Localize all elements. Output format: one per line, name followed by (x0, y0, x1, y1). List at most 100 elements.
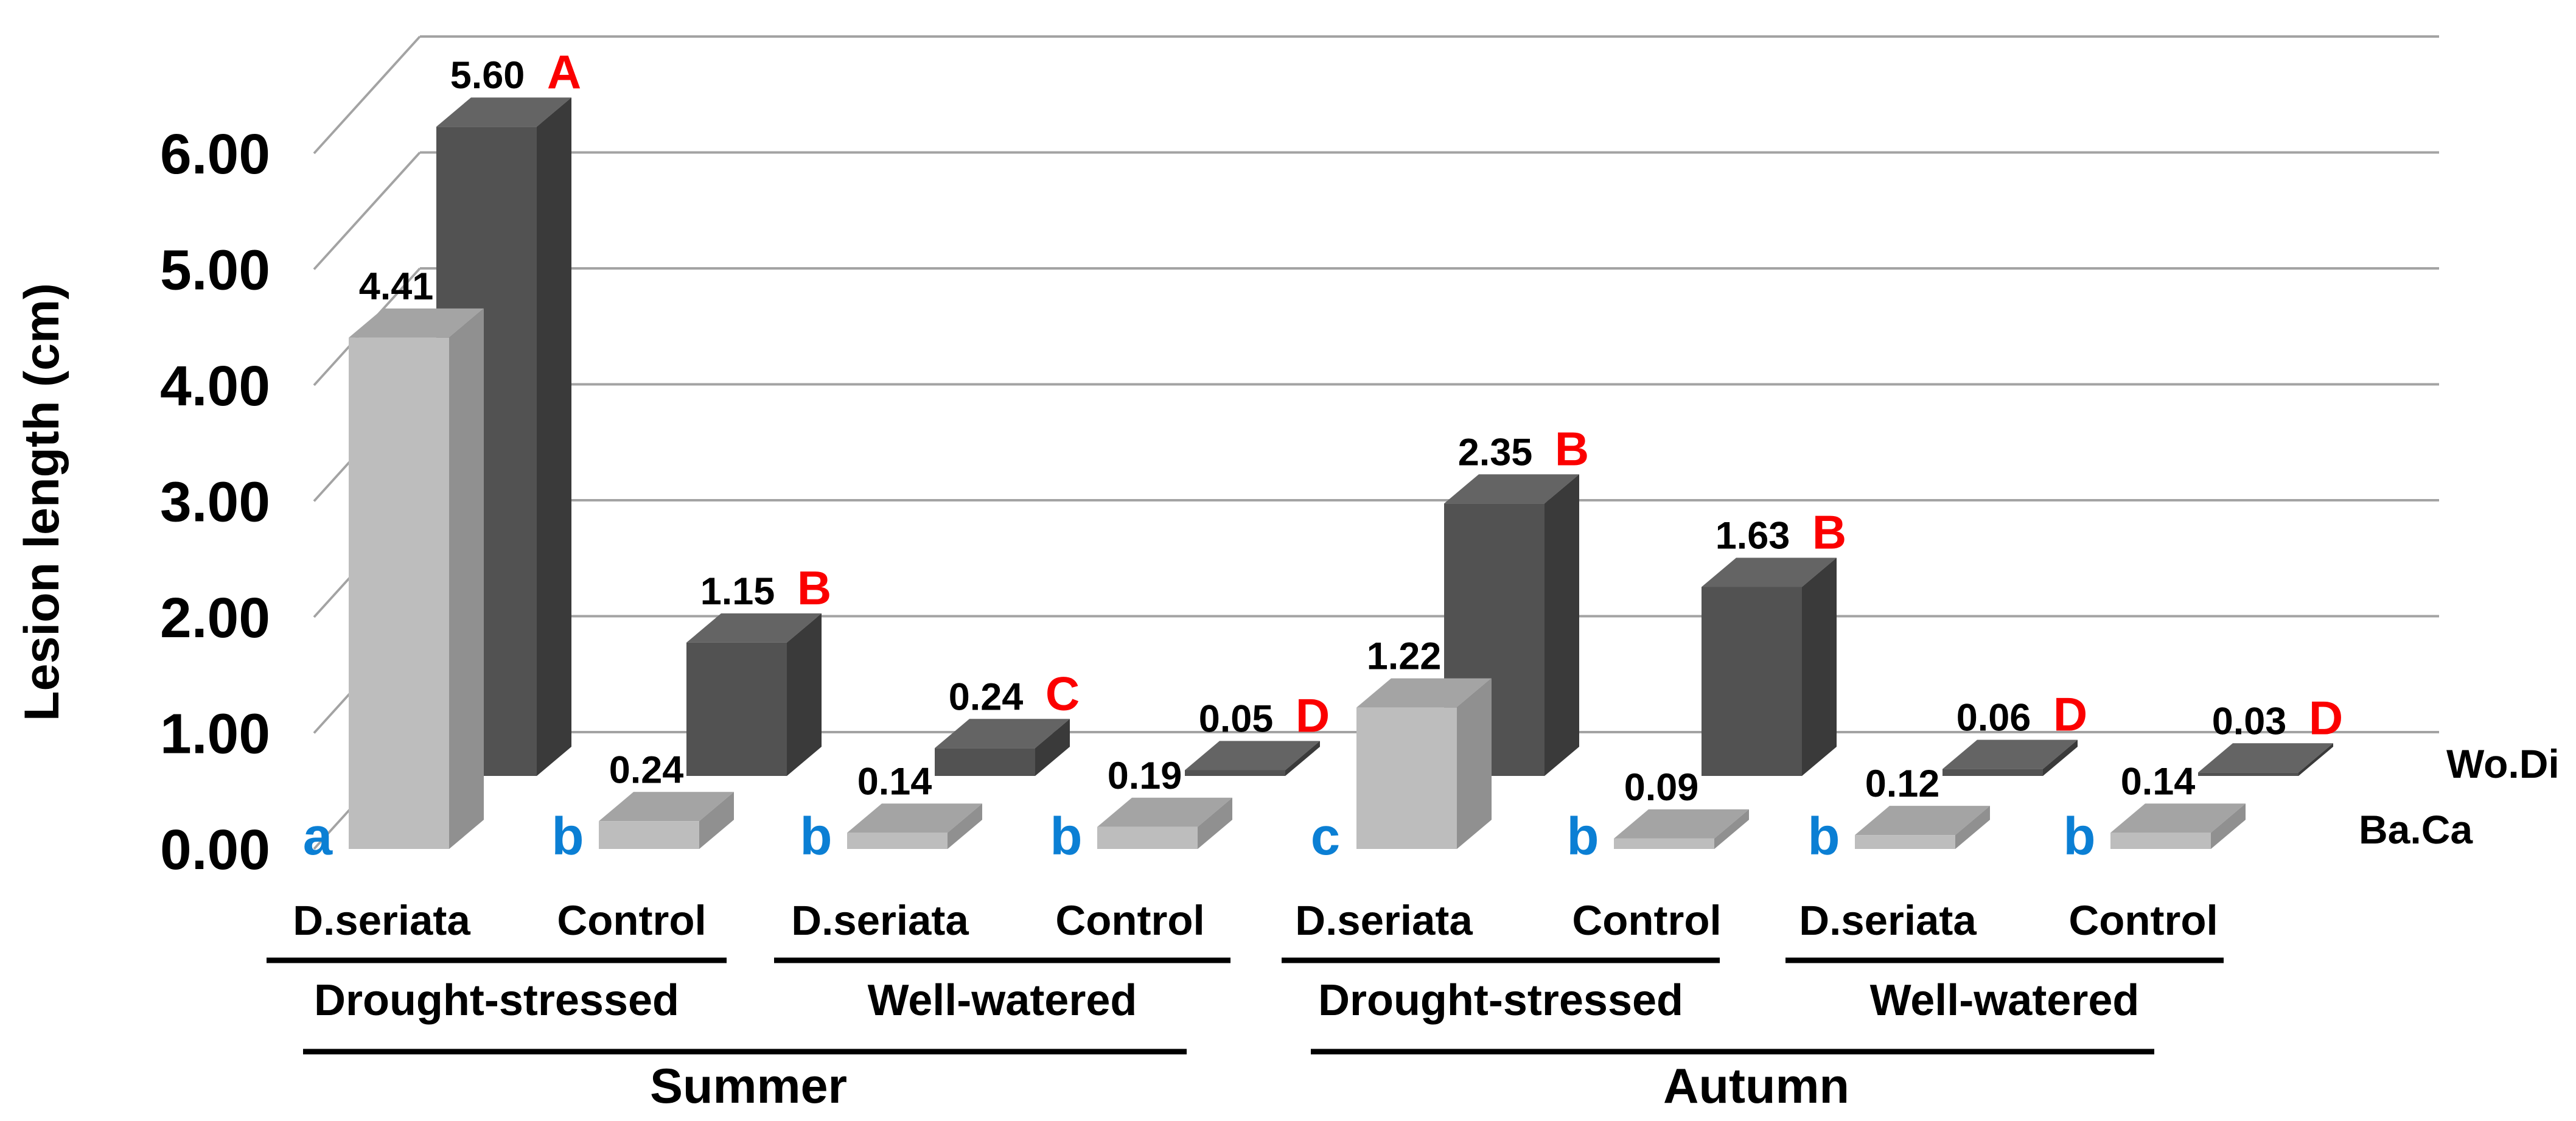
tier2-label: Well-watered (868, 976, 1137, 1025)
bar-top-face (436, 97, 571, 127)
bar-value-label: 0.14 (857, 760, 932, 803)
bar-front-face (599, 821, 699, 849)
tier3-label: Summer (650, 1059, 847, 1114)
significance-letter-upper: B (1812, 505, 1846, 559)
bar-value-label: 0.24 (949, 676, 1024, 718)
x-axis-tier3-labels: Summer Autumn (650, 1059, 1849, 1114)
bar-side-face (1545, 474, 1579, 776)
tier3-label: Autumn (1663, 1059, 1849, 1114)
bar-side-face (948, 803, 982, 849)
bar-top-face (1356, 678, 1492, 708)
bar (599, 792, 734, 849)
bar-top-face (1702, 557, 1837, 587)
bar-value-label: 5.60 (450, 54, 525, 97)
significance-letter-upper: B (1555, 422, 1589, 475)
bar-front-face (1855, 835, 1955, 849)
bar-top-face (349, 308, 484, 338)
bar-front-face (1097, 826, 1198, 849)
series-label-wo-di: Wo.Di (2446, 741, 2560, 786)
bar (1614, 809, 1749, 849)
bar-front-face (1942, 769, 2043, 776)
bar-side-face (537, 97, 571, 777)
bar-top-face (1444, 474, 1579, 504)
bars-wo-di (436, 97, 2333, 777)
y-axis-title: Lesion length (cm) (15, 283, 69, 721)
bar-value-label: 0.24 (609, 749, 684, 791)
tier1-label: Control (1572, 897, 1721, 944)
bar-top-face (2198, 743, 2333, 773)
bar (1185, 741, 1320, 776)
bar-front-face (847, 833, 948, 849)
significance-letter-upper: C (1045, 666, 1080, 720)
tier1-label: D.seriata (1799, 897, 1977, 944)
significance-letter-upper: B (797, 561, 831, 615)
y-tick-label: 3.00 (160, 470, 270, 534)
bar-side-face (2299, 743, 2333, 776)
x-axis-tier1-labels: D.seriata Control D.seriata Control D.seriat… (293, 897, 2218, 944)
bar-side-face (1802, 557, 1837, 776)
bar-value-label: 0.09 (1624, 766, 1699, 809)
y-tick-label: 5.00 (160, 239, 270, 302)
labels-ba-ca: 4.41 a 0.24 b 0.14 b 0.19 b 1.22 c 0.09 b 0.12 b 0.14 b (303, 265, 2196, 866)
bar (1855, 806, 1990, 849)
significance-letter-lower: b (2063, 807, 2095, 866)
bar-side-face (2043, 739, 2078, 776)
bar-value-label: 2.35 (1458, 431, 1533, 473)
bar-front-face (686, 642, 787, 776)
significance-letter-lower: b (800, 807, 832, 866)
bar-value-label: 0.14 (2121, 760, 2196, 803)
bar-top-face (2110, 803, 2246, 833)
y-tick-label: 6.00 (160, 122, 270, 186)
significance-letter-lower: b (1566, 807, 1599, 866)
bar (935, 719, 1070, 776)
y-tick-label: 1.00 (160, 702, 270, 766)
tier1-label: Control (2068, 897, 2218, 944)
y-tick-label: 0.00 (160, 818, 270, 881)
bar-value-label: 0.06 (1956, 697, 2031, 739)
bar-front-face (2198, 772, 2299, 776)
bar-top-face (1097, 797, 1232, 827)
y-tick-label: 2.00 (160, 586, 270, 649)
significance-letter-lower: c (1311, 807, 1340, 866)
bar (349, 308, 484, 849)
bars-ba-ca (349, 308, 2246, 849)
series-label-ba-ca: Ba.Ca (2359, 807, 2473, 852)
tier1-label: Control (557, 897, 706, 944)
tier2-label: Drought-stressed (1318, 976, 1683, 1025)
bar-top-face (1942, 739, 2078, 769)
bar-top-face (686, 613, 822, 643)
bar-front-face (1356, 707, 1457, 849)
tier1-label: D.seriata (1295, 897, 1473, 944)
bar-side-face (449, 308, 484, 849)
bar-top-face (935, 719, 1070, 749)
bar-front-face (1614, 838, 1714, 849)
tier2-label: Drought-stressed (314, 976, 679, 1025)
tier2-label: Well-watered (1870, 976, 2140, 1025)
bar-top-face (1185, 741, 1320, 770)
bar (1702, 557, 1837, 776)
bar-value-label: 1.22 (1367, 635, 1442, 678)
significance-letter-upper: A (547, 45, 581, 99)
tick-depth-line (313, 35, 421, 155)
bar-value-label: 1.63 (1716, 514, 1790, 557)
bar-side-face (1457, 678, 1492, 849)
bar-value-label: 0.12 (1865, 763, 1940, 805)
bar-side-face (1198, 797, 1232, 849)
bar-side-face (1285, 741, 1320, 776)
bar-value-label: 0.05 (1199, 697, 1274, 740)
tier1-label: D.seriata (293, 897, 470, 944)
y-tick-label: 4.00 (160, 354, 270, 417)
bar-front-face (935, 748, 1035, 776)
y-axis-tick-labels: 0.00 1.00 2.00 3.00 4.00 5.00 6.00 (160, 122, 270, 881)
significance-letter-lower: b (1807, 807, 1840, 866)
bar-side-face (787, 613, 822, 776)
labels-wo-di: 5.60 A 1.15 B 0.24 C 0.05 D 2.35 B 1.63 B 0.06 D 0.03 D (450, 45, 2343, 744)
x-axis-tier2-labels: Drought-stressed Well-watered Drought-stre… (314, 976, 2139, 1025)
bar (1097, 797, 1232, 849)
bar-front-face (2110, 833, 2211, 849)
significance-letter-lower: b (551, 807, 584, 866)
bar-value-label: 0.03 (2212, 700, 2287, 742)
significance-letter-lower: a (303, 807, 333, 866)
bar-top-face (599, 792, 734, 822)
